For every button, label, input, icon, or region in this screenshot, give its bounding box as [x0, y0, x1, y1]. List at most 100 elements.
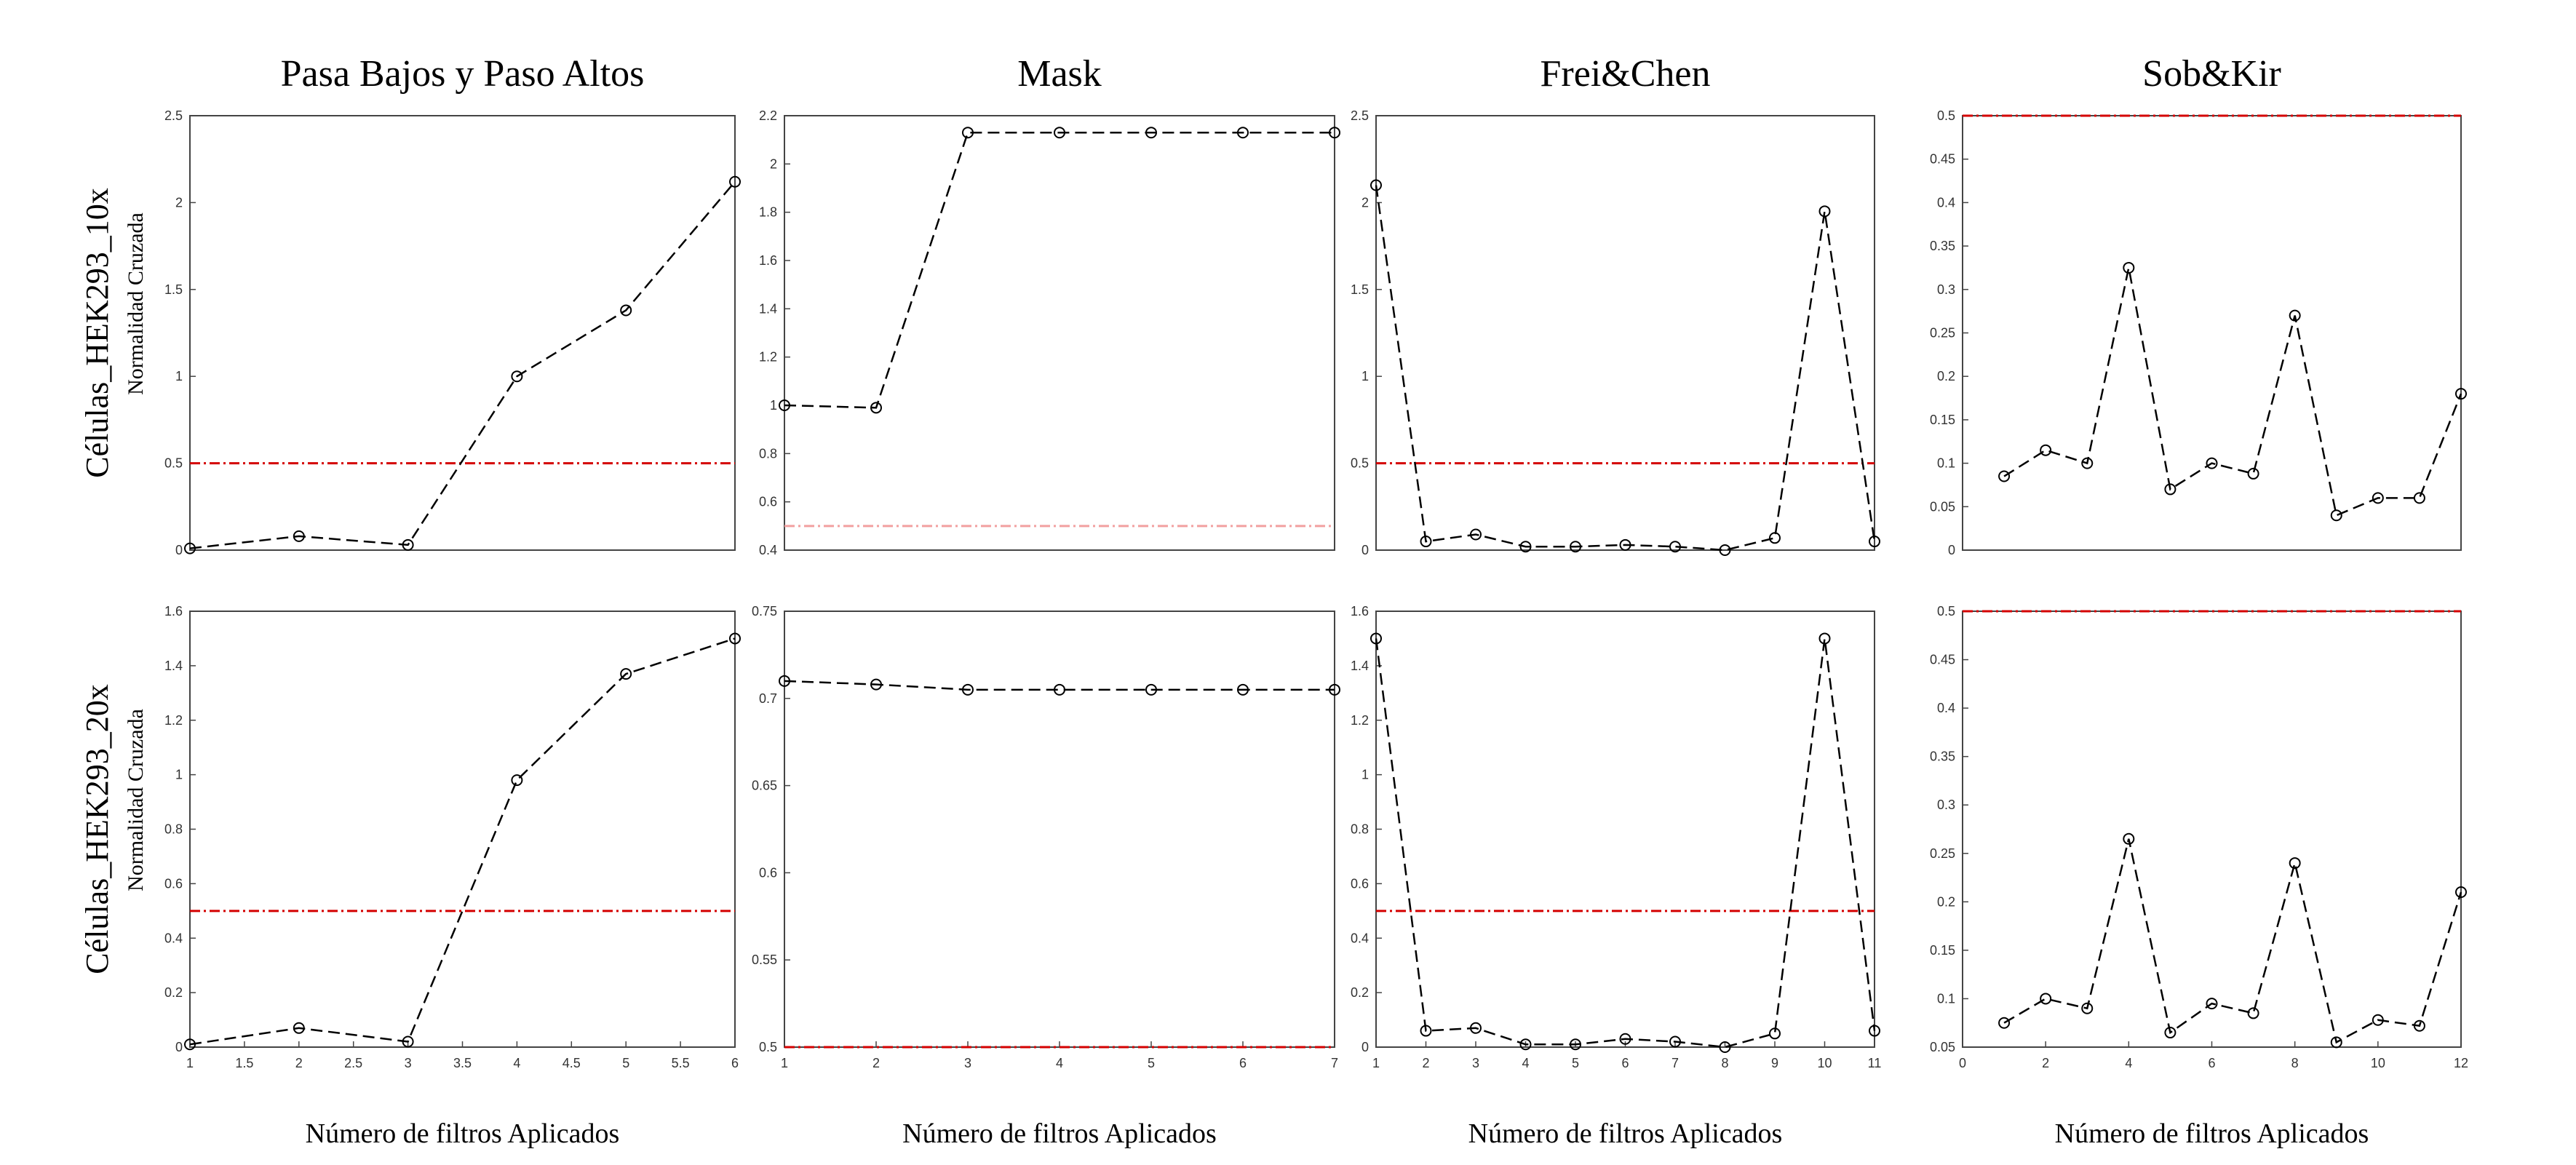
y-tick-label: 1.2	[1351, 713, 1369, 728]
data-line	[784, 680, 1335, 691]
y-tick-label: 0.5	[164, 456, 183, 471]
data-point	[2372, 492, 2384, 504]
y-tick-label: 0.5	[1351, 456, 1369, 471]
data-point	[1519, 1038, 1532, 1051]
data-point	[870, 402, 882, 414]
y-tick-label: 0	[1361, 543, 1369, 557]
data-point	[2455, 388, 2467, 400]
data-point	[620, 668, 632, 680]
data-point	[1237, 683, 1249, 696]
y-tick-label: 1.6	[759, 253, 777, 268]
x-tick-label: 3	[964, 1056, 971, 1070]
y-tick-label: 1	[1361, 768, 1369, 782]
data-point	[1420, 1025, 1432, 1037]
y-tick-label: 1	[1361, 369, 1369, 383]
y-tick-label: 1.4	[1351, 659, 1369, 673]
y-tick-label: 0.45	[1930, 152, 1955, 167]
subplot: 0 0.2 0.4 0.6 0.8 1 1.2 1.4 1.6 1 2 3 4 5 6 7 8 9 10 11 Núme…	[1351, 604, 1881, 1149]
data-point	[2040, 444, 2052, 456]
y-tick-label: 2.5	[1351, 108, 1369, 123]
y-tick-label: 0.6	[759, 865, 777, 880]
y-tick-label: 0.1	[1937, 991, 1955, 1006]
data-point	[511, 370, 523, 383]
y-tick-label: 0.65	[752, 779, 777, 793]
data-point	[2289, 857, 2301, 870]
data-line	[2003, 267, 2462, 517]
plot-frame	[784, 115, 1335, 551]
y-tick-label: 0.4	[1937, 701, 1955, 715]
plot-frame	[1962, 115, 2462, 551]
x-tick-label: 3.5	[453, 1056, 472, 1070]
row-label: Células_HEK293_20x	[79, 684, 115, 974]
x-axis-label: Número de filtros Aplicados	[902, 1118, 1217, 1149]
data-point	[2455, 886, 2467, 899]
data-point	[729, 175, 741, 188]
x-tick-label: 8	[1721, 1056, 1728, 1070]
data-point	[2040, 993, 2052, 1005]
x-tick-label: 4	[1056, 1056, 1063, 1070]
y-tick-label: 0.8	[1351, 822, 1369, 837]
x-tick-label: 5	[1572, 1056, 1579, 1070]
y-tick-label: 0.5	[759, 1040, 777, 1054]
x-axis-label: Número de filtros Aplicados	[2055, 1118, 2369, 1149]
y-tick-label: 1.4	[164, 659, 183, 673]
y-tick-label: 0.7	[759, 691, 777, 706]
x-tick-label: 7	[1671, 1056, 1679, 1070]
y-tick-label: 2.2	[759, 108, 777, 123]
data-line	[189, 180, 736, 549]
plot-frame	[784, 611, 1335, 1048]
data-point	[402, 1035, 414, 1048]
x-tick-label: 6	[1239, 1056, 1247, 1070]
y-tick-label: 0.15	[1930, 943, 1955, 958]
x-tick-label: 12	[2454, 1056, 2468, 1070]
data-point	[2081, 457, 2094, 469]
subplot: 0 0.05 0.1 0.15 0.2 0.25 0.3 0.35 0.4 0.45 0.5 Sob&…	[1930, 53, 2467, 557]
data-point	[1370, 179, 1382, 191]
y-tick-label: 0.4	[164, 931, 183, 945]
y-tick-label: 0.5	[1937, 604, 1955, 619]
y-tick-label: 0.25	[1930, 846, 1955, 861]
y-tick-label: 0.6	[1351, 876, 1369, 891]
y-tick-label: 2.5	[164, 108, 183, 123]
y-tick-label: 0.4	[1937, 195, 1955, 210]
data-point	[962, 683, 974, 696]
data-point	[1519, 541, 1532, 553]
data-point	[1619, 1033, 1631, 1045]
subplot: 0.05 0.1 0.15 0.2 0.25 0.3 0.35 0.4 0.45 0.5 0 2 4 6 8…	[1930, 604, 2468, 1149]
data-point	[2164, 1027, 2177, 1039]
x-tick-label: 2.5	[344, 1056, 362, 1070]
y-tick-label: 1	[770, 398, 777, 413]
data-point	[2123, 261, 2135, 274]
y-tick-label: 1.6	[164, 604, 183, 619]
data-point	[2330, 509, 2342, 522]
x-tick-label: 10	[1817, 1056, 1832, 1070]
y-tick-label: 0	[175, 1040, 183, 1054]
plot-frame	[189, 115, 736, 551]
data-point	[2413, 1019, 2425, 1032]
x-tick-label: 2	[2042, 1056, 2049, 1070]
x-tick-label: 7	[1331, 1056, 1338, 1070]
x-axis-label: Número de filtros Aplicados	[306, 1118, 620, 1149]
data-point	[1669, 541, 1681, 553]
y-tick-label: 0.25	[1930, 326, 1955, 341]
y-tick-label: 0.6	[164, 876, 183, 891]
column-title: Frei&Chen	[1541, 53, 1711, 95]
y-tick-label: 0.35	[1930, 239, 1955, 253]
y-tick-label: 0.55	[752, 953, 777, 967]
data-point	[1370, 632, 1382, 645]
data-point	[1570, 1038, 1581, 1051]
data-point	[1769, 532, 1781, 544]
x-axis-label: Número de filtros Aplicados	[1468, 1118, 1783, 1149]
data-point	[1818, 205, 1831, 218]
data-point	[779, 675, 790, 687]
data-point	[1054, 127, 1065, 139]
x-tick-label: 1	[1372, 1056, 1380, 1070]
data-point	[2413, 492, 2425, 504]
x-tick-label: 10	[2371, 1056, 2385, 1070]
x-tick-label: 3	[405, 1056, 412, 1070]
x-tick-label: 11	[1868, 1056, 1882, 1070]
data-point	[1145, 683, 1157, 696]
data-point	[1054, 683, 1065, 696]
x-tick-label: 1.5	[235, 1056, 253, 1070]
